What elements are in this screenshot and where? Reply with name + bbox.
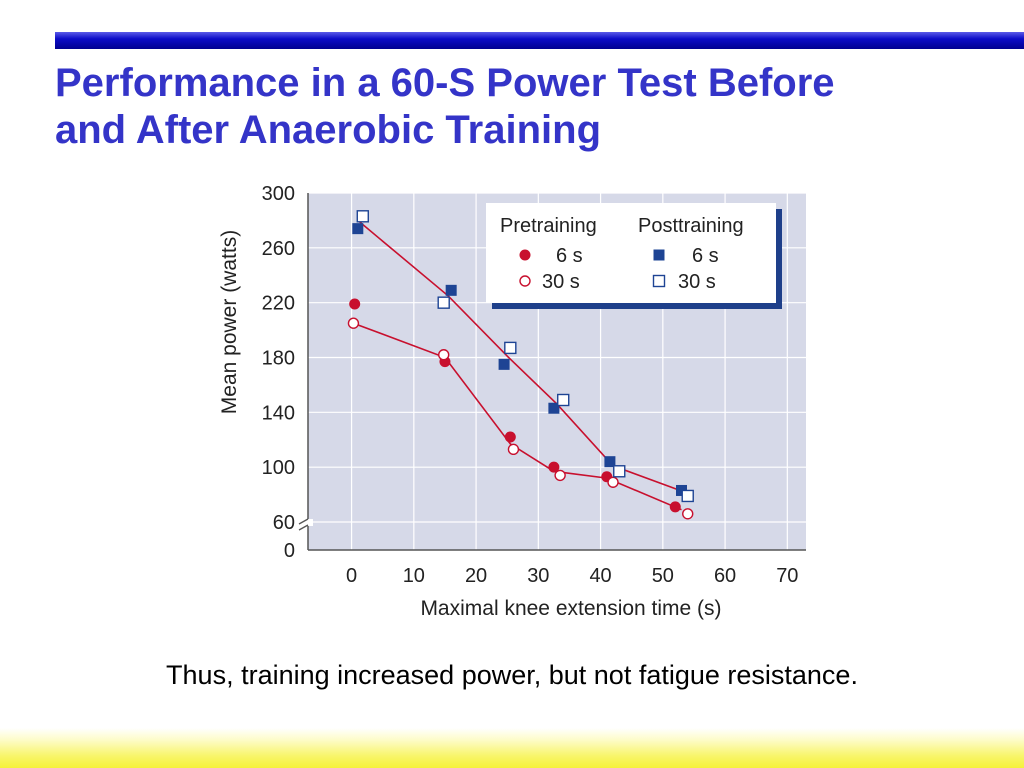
y-tick-label: 180 xyxy=(262,348,295,370)
y-tick-label: 300 xyxy=(262,183,295,205)
posttraining-6-s-point xyxy=(498,358,510,370)
x-tick-label: 20 xyxy=(465,565,487,587)
y-tick-label: 100 xyxy=(262,457,295,479)
x-tick-label: 0 xyxy=(346,565,357,587)
legend-marker-pre-30s xyxy=(519,275,531,287)
slide-title-line-2: and After Anaerobic Training xyxy=(55,108,601,152)
legend-header-posttraining: Posttraining xyxy=(638,215,744,237)
posttraining-30-s-point xyxy=(356,210,369,223)
x-tick-label: 40 xyxy=(589,565,611,587)
pretraining-30-s-point xyxy=(507,443,520,456)
x-tick-label: 50 xyxy=(652,565,674,587)
legend-box xyxy=(486,203,776,303)
x-tick-label: 60 xyxy=(714,565,736,587)
pretraining-6-s-point xyxy=(349,298,361,310)
footer-gradient-band xyxy=(0,728,1024,768)
pretraining-6-s-point xyxy=(548,461,560,473)
x-axis-label: Maximal knee extension time (s) xyxy=(420,597,721,620)
posttraining-6-s-point xyxy=(604,456,616,468)
legend-label-post-30s: 30 s xyxy=(678,271,716,293)
legend-label-post-6s: 6 s xyxy=(692,245,719,267)
pretraining-trend-line xyxy=(353,322,682,511)
x-tick-label: 70 xyxy=(776,565,798,587)
pretraining-6-s-point xyxy=(504,431,516,443)
posttraining-30-s-point xyxy=(681,489,694,503)
pretraining-30-s-point xyxy=(682,508,694,520)
y-tick-label: 260 xyxy=(262,238,295,260)
pretraining-30-s-point xyxy=(438,349,450,361)
slide-title: Performance in a 60-S Power Test Before … xyxy=(55,60,1015,154)
legend-marker-pre-6s xyxy=(519,249,531,261)
posttraining-6-s-point xyxy=(445,284,457,296)
legend-label-pre-30s: 30 s xyxy=(542,271,580,293)
legend-label-pre-6s: 6 s xyxy=(556,245,583,267)
legend-marker-post-6s xyxy=(653,249,665,261)
legend-marker-post-30s xyxy=(652,274,666,288)
axis-break-gap xyxy=(303,519,313,526)
pretraining-30-s-point xyxy=(607,476,619,488)
x-tick-label: 30 xyxy=(527,565,549,587)
posttraining-30-s-point xyxy=(504,341,517,355)
x-tick-label: 10 xyxy=(403,565,425,587)
slide-title-line-1: Performance in a 60-S Power Test Before xyxy=(55,61,835,105)
pretraining-30-s-point xyxy=(554,469,566,482)
y-axis-label: Mean power (watts) xyxy=(218,230,241,414)
y-tick-label: 220 xyxy=(262,293,295,315)
legend-header-pretraining: Pretraining xyxy=(500,215,597,237)
posttraining-trend-line xyxy=(357,219,688,494)
posttraining-30-s-point xyxy=(437,296,450,309)
posttraining-6-s-point xyxy=(548,402,560,414)
y-tick-label: 60 xyxy=(273,512,295,534)
posttraining-6-s-point xyxy=(352,223,364,235)
posttraining-30-s-point xyxy=(613,465,626,478)
posttraining-30-s-point xyxy=(557,393,570,407)
slide-caption: Thus, training increased power, but not … xyxy=(166,660,858,690)
axis-break-marker xyxy=(298,518,309,531)
posttraining-6-s-point xyxy=(676,484,687,496)
y-tick-label: 140 xyxy=(262,402,295,424)
pretraining-30-s-point xyxy=(347,317,360,329)
y-tick-label: 0 xyxy=(284,540,295,562)
title-accent-bar xyxy=(55,32,1024,49)
pretraining-6-s-point xyxy=(669,501,681,513)
